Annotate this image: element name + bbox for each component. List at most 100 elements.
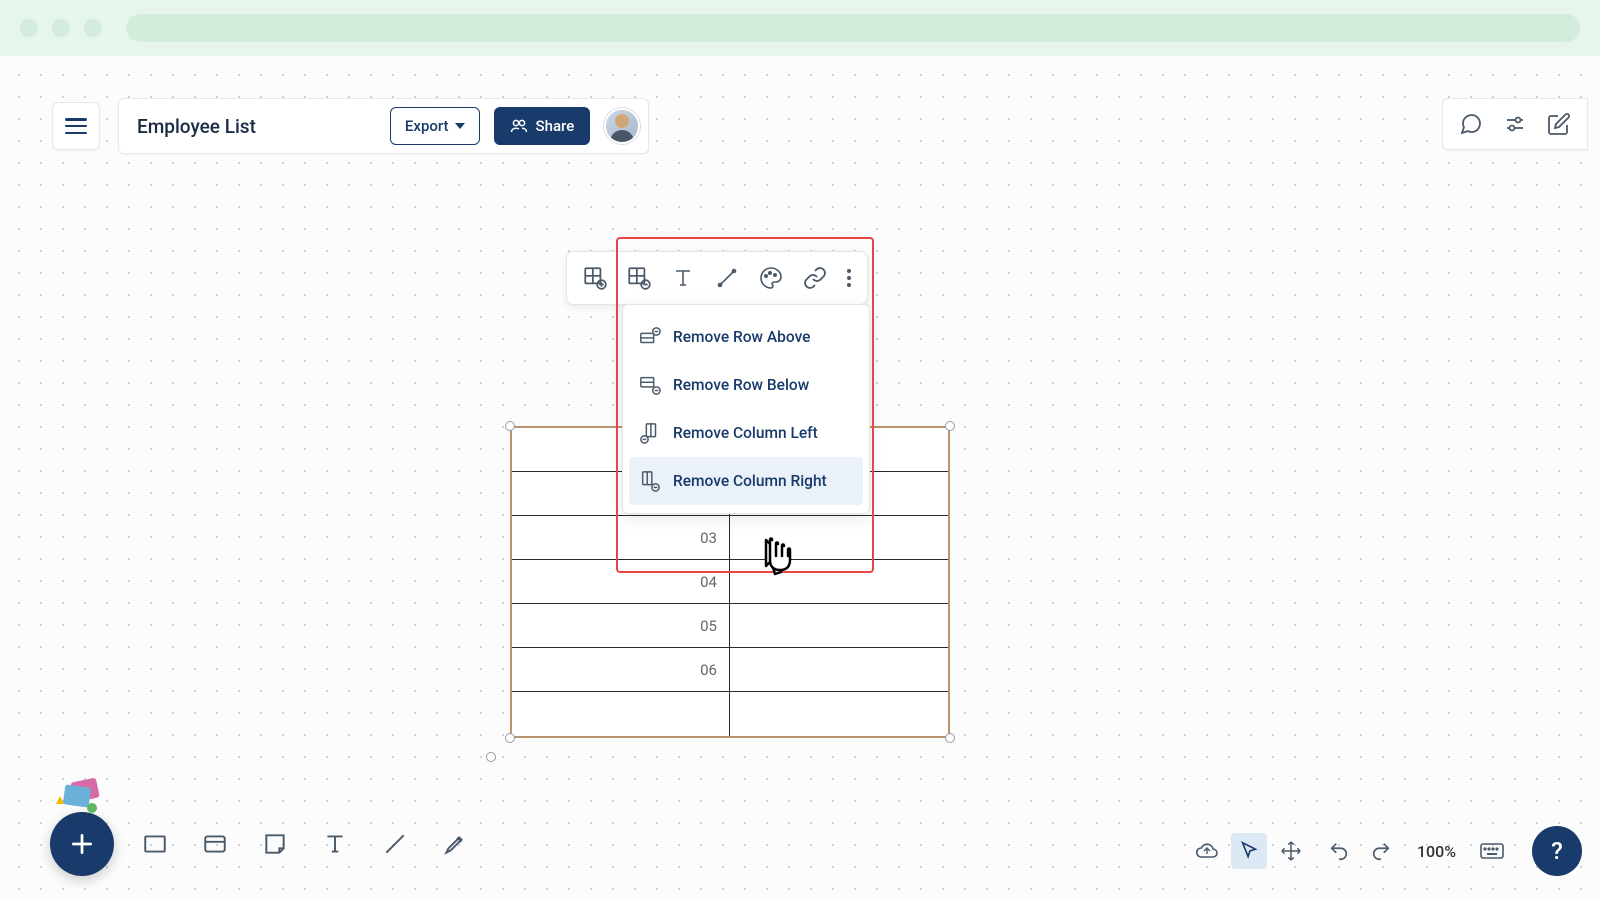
export-label: Export: [405, 117, 449, 135]
card-icon: [202, 831, 228, 857]
add-table-button[interactable]: [575, 258, 615, 298]
url-bar[interactable]: [126, 14, 1580, 42]
remove-row-below-icon: [639, 374, 661, 396]
table-row[interactable]: 06: [512, 648, 948, 692]
highlighter-icon: [442, 831, 468, 857]
traffic-light-dot: [20, 19, 38, 37]
help-button[interactable]: ?: [1532, 826, 1582, 876]
remove-column-right-icon: [639, 470, 661, 492]
redo-icon: [1370, 840, 1392, 862]
table-cell[interactable]: [730, 692, 948, 736]
table-row[interactable]: 05: [512, 604, 948, 648]
text-icon: [322, 831, 348, 857]
traffic-light-dot: [52, 19, 70, 37]
sliders-icon: [1503, 112, 1527, 136]
remove-table-button[interactable]: [619, 258, 659, 298]
menu-item-label: Remove Row Below: [673, 376, 809, 394]
move-icon: [1280, 840, 1302, 862]
text-button[interactable]: [663, 258, 703, 298]
share-button[interactable]: Share: [494, 107, 591, 145]
link-icon: [803, 266, 827, 290]
table-cell[interactable]: 05: [512, 604, 730, 647]
table-cell[interactable]: [730, 516, 948, 559]
rectangle-tool[interactable]: [136, 825, 174, 863]
selection-handle[interactable]: [505, 733, 515, 743]
cloud-sync-button[interactable]: [1189, 833, 1225, 869]
traffic-light-dot: [84, 19, 102, 37]
highlighter-tool[interactable]: [436, 825, 474, 863]
card-tool[interactable]: [196, 825, 234, 863]
menu-item-remove-column-left[interactable]: Remove Column Left: [629, 409, 863, 457]
help-icon: ?: [1551, 837, 1563, 865]
line-button[interactable]: [707, 258, 747, 298]
undo-icon: [1328, 840, 1350, 862]
palette-icon: [759, 266, 783, 290]
menu-item-label: Remove Column Left: [673, 424, 818, 442]
table-remove-icon: [626, 265, 652, 291]
avatar[interactable]: [604, 108, 640, 144]
remove-column-left-icon: [639, 422, 661, 444]
line-icon: [382, 831, 408, 857]
remove-menu: Remove Row Above Remove Row Below Remove…: [622, 304, 870, 514]
menu-item-remove-row-below[interactable]: Remove Row Below: [629, 361, 863, 409]
selection-handle[interactable]: [945, 421, 955, 431]
pointer-tool[interactable]: [1231, 833, 1267, 869]
table-row[interactable]: 03: [512, 516, 948, 560]
people-icon: [510, 117, 528, 135]
table-cell[interactable]: 06: [512, 648, 730, 691]
export-button[interactable]: Export: [390, 107, 480, 145]
sticky-note-icon: [262, 831, 288, 857]
sticky-note-tool[interactable]: [256, 825, 294, 863]
document-title[interactable]: Employee List: [137, 115, 256, 138]
menu-button[interactable]: [52, 102, 100, 150]
redo-button[interactable]: [1363, 833, 1399, 869]
cloud-icon: [1195, 839, 1219, 863]
keyboard-icon: [1479, 840, 1505, 862]
line-icon: [715, 266, 739, 290]
selection-handle[interactable]: [505, 421, 515, 431]
undo-button[interactable]: [1321, 833, 1357, 869]
color-button[interactable]: [751, 258, 791, 298]
table-cell[interactable]: [512, 692, 730, 736]
table-cell[interactable]: 04: [512, 560, 730, 603]
link-button[interactable]: [795, 258, 835, 298]
table-cell[interactable]: [730, 648, 948, 691]
edit-icon: [1547, 112, 1571, 136]
rectangle-icon: [142, 831, 168, 857]
selection-handle[interactable]: [945, 733, 955, 743]
menu-item-label: Remove Column Right: [673, 472, 827, 490]
table-add-icon: [582, 265, 608, 291]
zoom-level[interactable]: 100%: [1411, 842, 1462, 861]
bottom-right-toolbar: 100% ?: [1189, 826, 1582, 876]
table-cell[interactable]: [730, 604, 948, 647]
title-panel: Employee List Export Share: [118, 98, 649, 154]
table-row[interactable]: 04: [512, 560, 948, 604]
rotate-handle[interactable]: [486, 752, 496, 762]
menu-item-remove-row-above[interactable]: Remove Row Above: [629, 313, 863, 361]
add-button[interactable]: [50, 812, 114, 876]
chat-button[interactable]: [1449, 102, 1493, 146]
hamburger-icon: [65, 118, 87, 134]
table-row[interactable]: [512, 692, 948, 736]
chat-icon: [1459, 112, 1483, 136]
text-icon: [671, 266, 695, 290]
line-tool[interactable]: [376, 825, 414, 863]
table-cell[interactable]: 03: [512, 516, 730, 559]
keyboard-button[interactable]: [1474, 833, 1510, 869]
decoration-icon: [54, 774, 102, 814]
header-right: [1442, 98, 1588, 150]
header-left: Employee List Export Share: [52, 98, 649, 154]
table-cell[interactable]: [730, 560, 948, 603]
pointer-icon: [1238, 840, 1260, 862]
menu-item-remove-column-right[interactable]: Remove Column Right: [629, 457, 863, 505]
plus-icon: [69, 831, 95, 857]
text-tool[interactable]: [316, 825, 354, 863]
browser-chrome: [0, 0, 1600, 56]
canvas[interactable]: Employee List Export Share: [0, 56, 1600, 900]
pan-tool[interactable]: [1273, 833, 1309, 869]
settings-button[interactable]: [1493, 102, 1537, 146]
menu-item-label: Remove Row Above: [673, 328, 810, 346]
share-label: Share: [536, 117, 575, 135]
edit-button[interactable]: [1537, 102, 1581, 146]
more-button[interactable]: [839, 258, 859, 298]
